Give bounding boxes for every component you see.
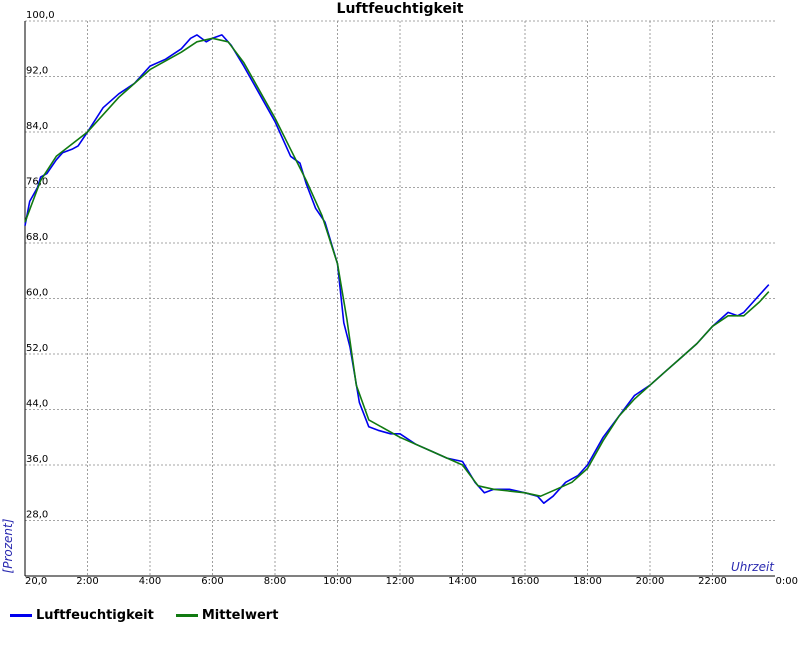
grid [25,20,775,576]
chart-title: Luftfeuchtigkeit [337,1,464,17]
y-tick-label: 28,0 [26,510,48,521]
legend-label-humidity: Luftfeuchtigkeit [36,608,154,623]
y-tick-label: 68,0 [26,232,48,243]
y-tick-label: 100,0 [26,10,55,21]
y-axis-label: [Prozent] [1,518,15,573]
y-tick-label: 44,0 [26,399,48,410]
x-tick-label: 18:00 [573,576,602,587]
x-tick-label: 8:00 [264,576,286,587]
x-tick-label: 10:00 [323,576,352,587]
y-tick-label: 60,0 [26,288,48,299]
x-tick-label: 20:00 [636,576,665,587]
legend-item-humidity: Luftfeuchtigkeit [10,608,154,623]
x-tick-labels: 20,0 2:00 4:00 6:00 8:00 10:00 12:00 14:00 16:00… [25,576,798,587]
series-group [24,34,770,505]
x-tick-label: 16:00 [511,576,540,587]
y-tick-label: 52,0 [26,343,48,354]
y-tick-label: 76,0 [26,177,48,188]
x-tick-label: 6:00 [201,576,223,587]
series-line-mean [24,37,770,498]
y-tick-label: 84,0 [26,121,48,132]
legend-label-mean: Mittelwert [201,608,279,623]
legend-swatch-mean [175,614,198,617]
y-tick-label: 36,0 [26,454,48,465]
x-tick-label: 22:00 [698,576,727,587]
series-line-humidity [24,34,770,505]
x-tick-label: 14:00 [448,576,477,587]
legend: Luftfeuchtigkeit Mittelwert [10,608,278,623]
x-tick-label: 0:00 [776,576,798,587]
y-tick-label: 92,0 [26,66,48,77]
legend-item-mean: Mittelwert [175,608,279,623]
x-tick-label: 4:00 [139,576,161,587]
x-tick-label: 2:00 [76,576,98,587]
legend-swatch-humidity [10,614,32,617]
x-tick-label: 20,0 [25,576,47,587]
y-tick-labels: 28,0 36,0 44,0 52,0 60,0 68,0 76,0 84,0 92,0 100,… [26,10,55,521]
x-axis-label: Uhrzeit [731,560,775,574]
x-tick-label: 12:00 [386,576,415,587]
